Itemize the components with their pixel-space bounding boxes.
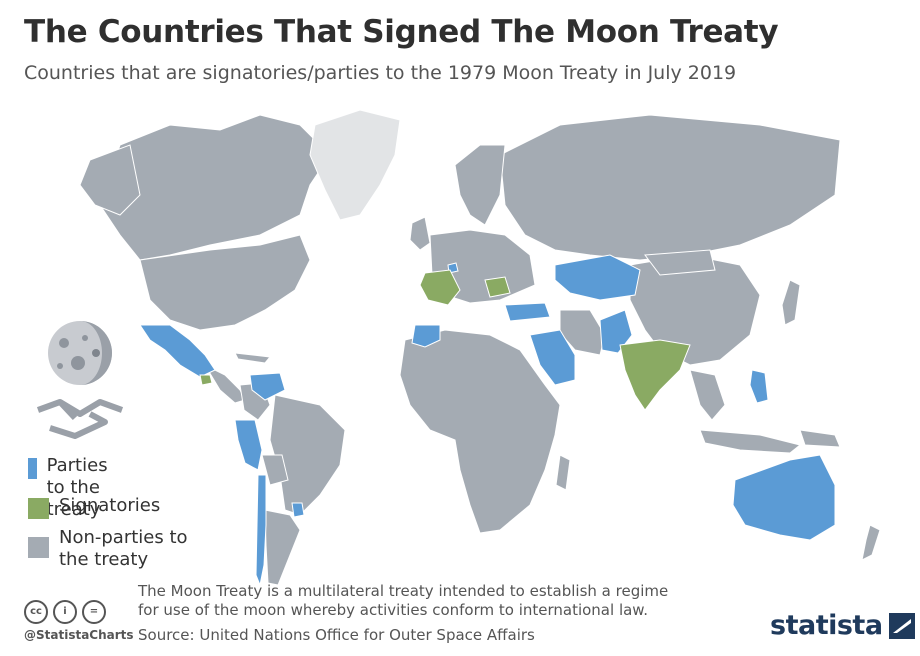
treaty-note: The Moon Treaty is a multilateral treaty… xyxy=(138,582,668,620)
country-papua xyxy=(799,429,841,448)
country-france xyxy=(419,269,461,306)
country-morocco xyxy=(411,324,441,348)
treaty-note-line1: The Moon Treaty is a multilateral treaty… xyxy=(138,582,669,600)
country-uk xyxy=(409,216,431,251)
legend-label-signatories: Signatories xyxy=(59,495,161,516)
legend-label-non-parties: Non-parties to the treaty xyxy=(59,527,188,570)
country-argentina xyxy=(264,509,301,586)
legend-item-signatories: Signatories xyxy=(28,495,160,519)
country-usa xyxy=(139,234,311,331)
country-venezuela xyxy=(249,372,286,401)
country-greenland xyxy=(309,109,401,221)
source-text: Source: United Nations Office for Outer … xyxy=(138,626,535,644)
country-japan xyxy=(781,279,801,326)
country-southeast-asia xyxy=(689,369,726,421)
country-india xyxy=(619,339,691,411)
country-canada xyxy=(99,114,331,261)
country-saudi-arabia xyxy=(529,329,576,386)
statista-mark-icon xyxy=(888,612,915,639)
country-philippines xyxy=(749,369,769,404)
country-china xyxy=(629,254,761,366)
license-icons: cc i = xyxy=(24,600,106,624)
legend-item-parties: Parties to the treaty xyxy=(28,455,120,521)
country-chile xyxy=(255,474,267,587)
country-australia xyxy=(732,454,836,541)
brand-name: statista xyxy=(770,610,883,641)
country-madagascar xyxy=(555,454,571,491)
country-turkey xyxy=(504,302,551,322)
country-scandinavia xyxy=(454,144,506,226)
legend-item-non-parties: Non-parties to the treaty xyxy=(28,527,189,571)
moon-handshake-illustration xyxy=(36,321,124,439)
legend-label-parties: Parties to the treaty xyxy=(46,455,108,520)
country-romania xyxy=(484,276,511,298)
country-peru xyxy=(234,419,263,471)
country-cuba xyxy=(234,352,271,364)
country-uruguay xyxy=(291,502,305,518)
handshake-icon xyxy=(36,399,124,439)
statista-logo[interactable]: statista xyxy=(770,610,915,641)
page-subtitle: Countries that are signatories/parties t… xyxy=(24,62,737,84)
world-map xyxy=(79,109,881,587)
legend-swatch-signatories xyxy=(28,498,49,519)
page-title: The Countries That Signed The Moon Treat… xyxy=(24,14,779,50)
country-bolivia xyxy=(261,454,289,486)
treaty-note-line2: for use of the moon whereby activities c… xyxy=(138,601,648,619)
no-derivatives-icon: = xyxy=(82,600,106,624)
legend-swatch-non-parties xyxy=(28,537,49,558)
moon-icon xyxy=(48,321,112,385)
country-mongolia xyxy=(644,249,716,276)
country-indonesia xyxy=(699,429,802,454)
legend-swatch-parties xyxy=(28,458,37,479)
country-russia xyxy=(499,114,841,261)
country-alaska xyxy=(79,144,141,216)
country-africa xyxy=(399,329,561,534)
country-new-zealand xyxy=(861,524,881,561)
attribution-icon: i xyxy=(53,600,77,624)
country-mexico xyxy=(139,324,216,378)
country-guatemala xyxy=(199,374,213,386)
social-handle[interactable]: @StatistaCharts xyxy=(24,628,134,642)
cc-icon: cc xyxy=(24,600,48,624)
country-kazakhstan xyxy=(554,254,641,301)
